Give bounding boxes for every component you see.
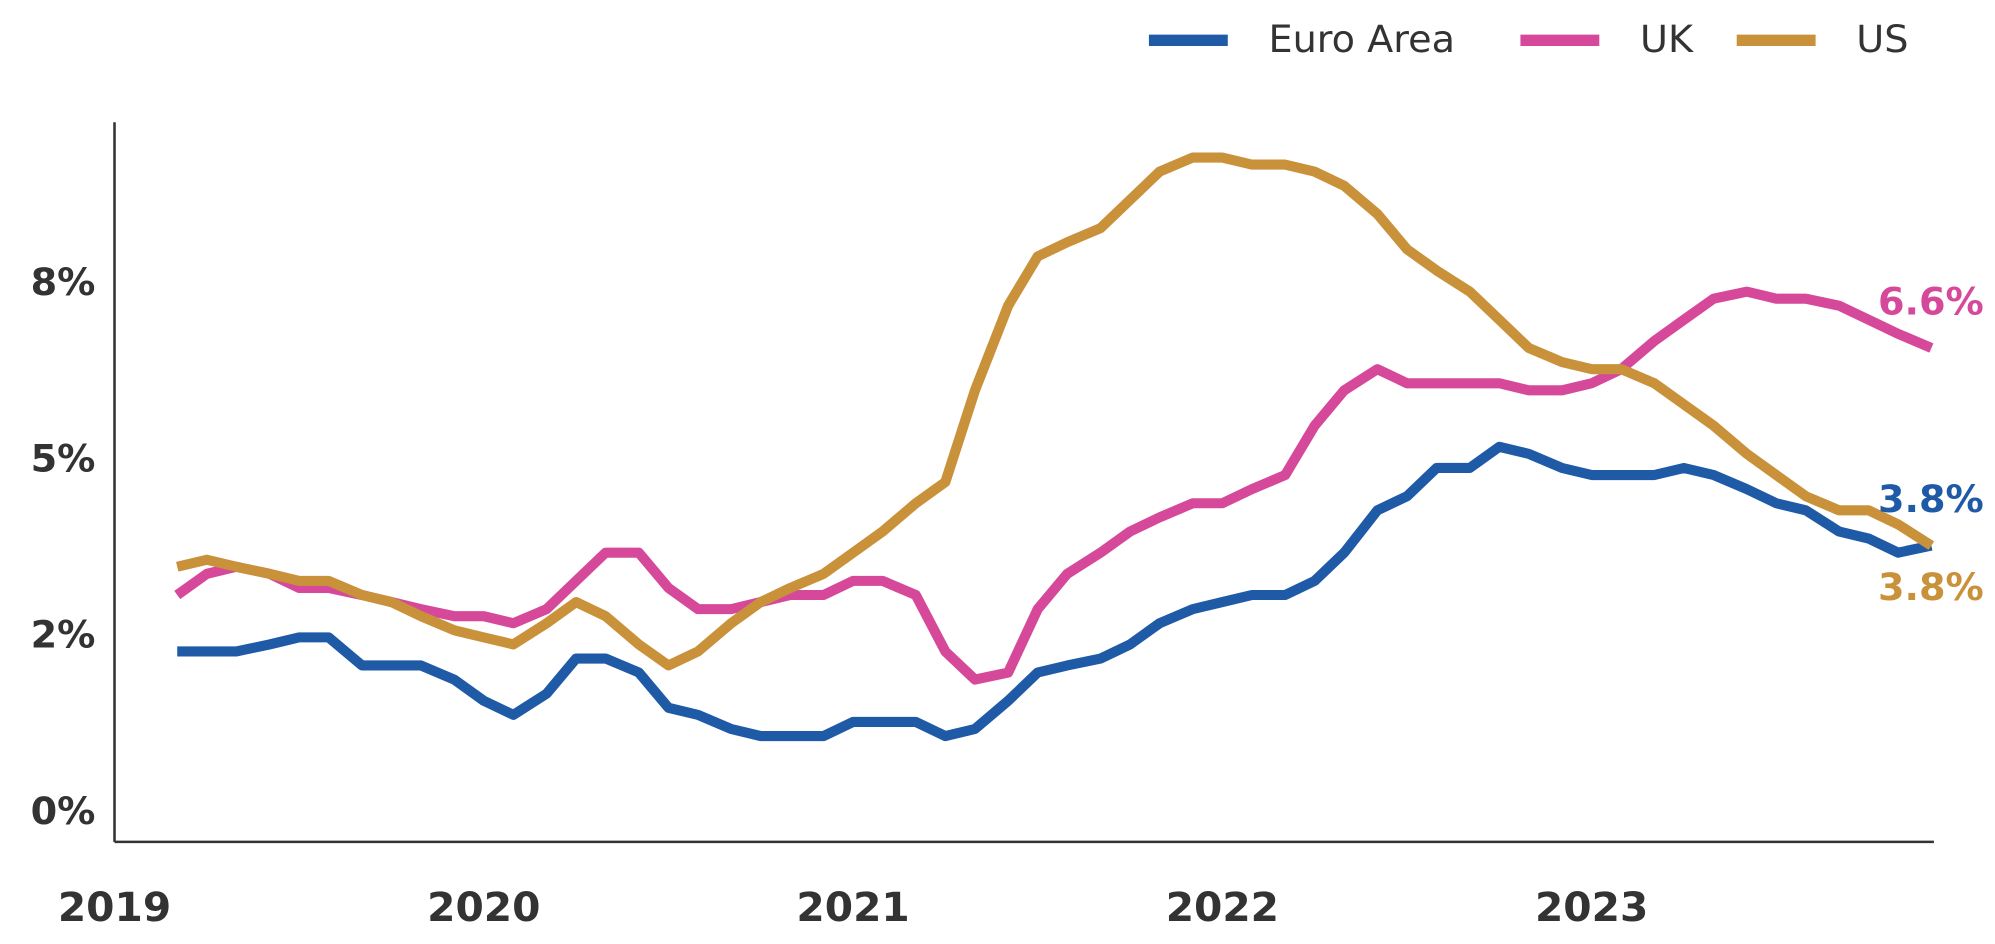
x-tick-label: 2022 (1166, 883, 1279, 931)
y-tick-label: 0% (31, 789, 96, 833)
y-tick-label: 5% (31, 437, 96, 481)
line-series (177, 441, 1933, 742)
line-series (176, 152, 1935, 671)
y-tick-label: 8% (31, 260, 96, 304)
end-label: 3.8% (1878, 477, 1984, 521)
x-tick-label: 2019 (58, 883, 171, 931)
x-tick-label: 2020 (427, 883, 540, 931)
end-label: 3.8% (1878, 565, 1984, 609)
legend-label: UK (1640, 17, 1694, 61)
line-series (174, 286, 1934, 685)
legend-label: US (1856, 17, 1908, 61)
y-tick-label: 2% (31, 613, 96, 657)
legend-label: Euro Area (1269, 17, 1455, 61)
x-tick-label: 2023 (1535, 883, 1648, 931)
end-label: 6.6% (1878, 280, 1984, 324)
x-tick-label: 2021 (796, 883, 909, 931)
